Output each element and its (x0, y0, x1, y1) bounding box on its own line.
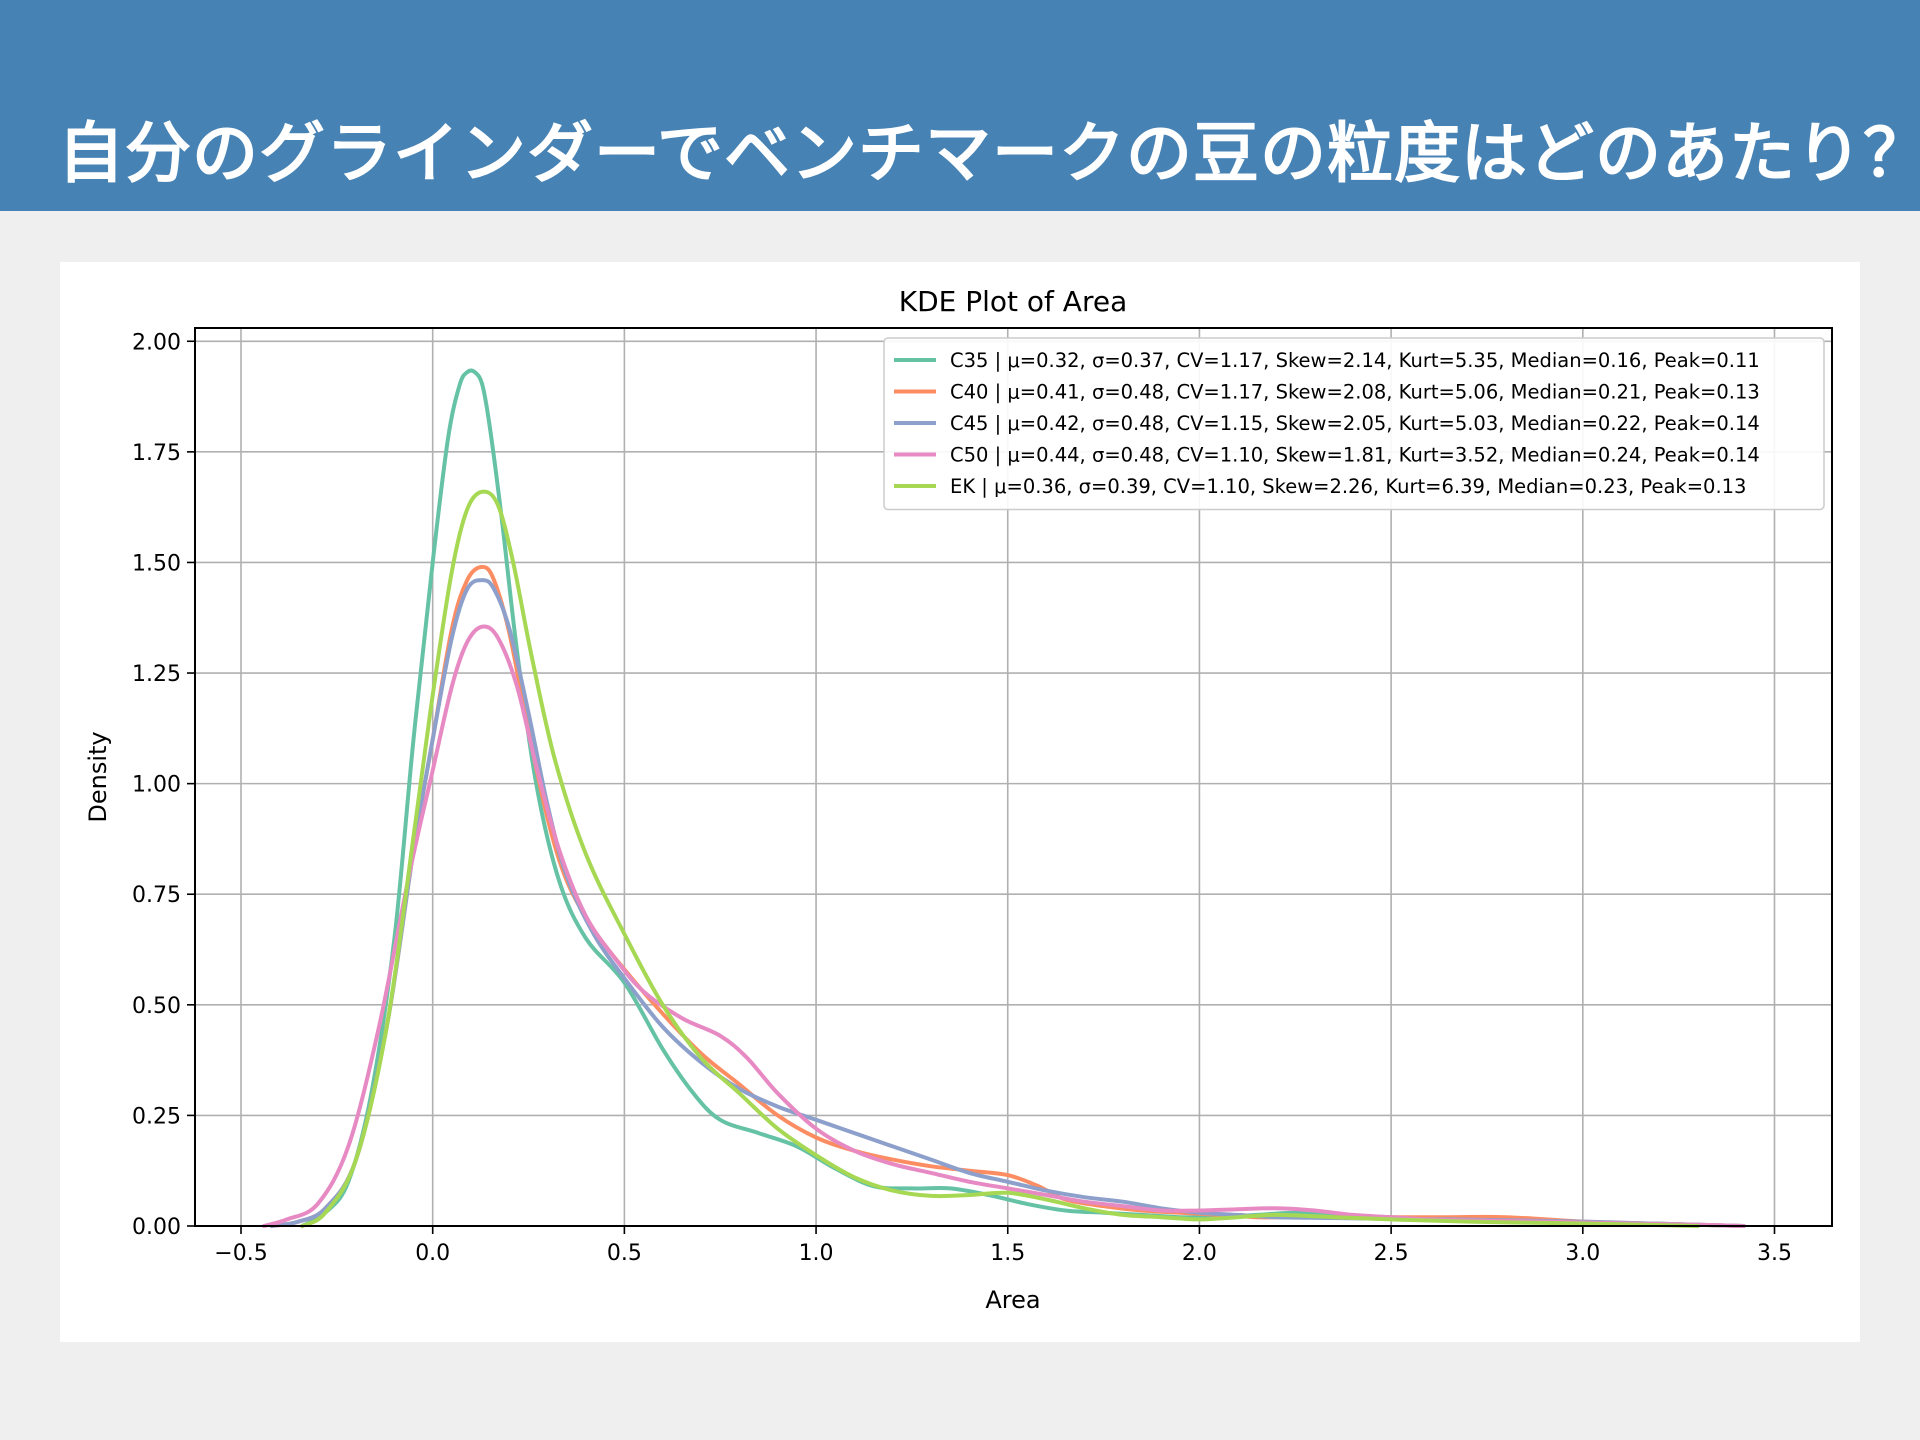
series-lines (262, 368, 1746, 1228)
x-tick-label: 3.5 (1757, 1241, 1792, 1266)
x-axis-label: Area (985, 1286, 1040, 1314)
legend-entry: EK | μ=0.36, σ=0.39, CV=1.10, Skew=2.26,… (950, 475, 1746, 498)
chart-card: −0.5 0.0 0.5 1.0 1.5 2.0 2.5 3.0 3.5 0.00 0.25 0.50… (60, 262, 1860, 1342)
y-tick-label: 1.50 (132, 551, 181, 576)
legend-entry: C35 | μ=0.32, σ=0.37, CV=1.17, Skew=2.14… (950, 349, 1760, 372)
x-tick-label: −0.5 (214, 1241, 267, 1266)
x-tick-label: 0.0 (415, 1241, 450, 1266)
series-line-3 (262, 624, 1746, 1228)
legend-entry: C40 | μ=0.41, σ=0.48, CV=1.17, Skew=2.08… (950, 381, 1760, 404)
slide-header: 自分のグラインダーでベンチマークの豆の粒度はどのあたり？ (0, 0, 1920, 211)
x-tick-label: 0.5 (607, 1241, 642, 1266)
y-tick-label: 0.50 (132, 994, 181, 1019)
slide-title: 自分のグラインダーでベンチマークの豆の粒度はどのあたり？ (58, 115, 1920, 192)
y-tick-label: 2.00 (132, 330, 181, 355)
series-line-4 (300, 489, 1700, 1228)
legend-entry: C50 | μ=0.44, σ=0.48, CV=1.10, Skew=1.81… (950, 444, 1760, 467)
series-line-2 (269, 578, 1746, 1228)
y-tick-label: 1.75 (132, 441, 181, 466)
y-axis-label: Density (84, 731, 112, 822)
kde-chart: −0.5 0.0 0.5 1.0 1.5 2.0 2.5 3.0 3.5 0.00 0.25 0.50… (84, 285, 1833, 1314)
axis-ticks: −0.5 0.0 0.5 1.0 1.5 2.0 2.5 3.0 3.5 0.00 0.25 0.50… (132, 330, 1792, 1266)
x-tick-label: 3.0 (1565, 1241, 1600, 1266)
y-tick-label: 0.25 (132, 1104, 181, 1129)
x-tick-label: 1.5 (990, 1241, 1025, 1266)
x-tick-label: 2.5 (1374, 1241, 1409, 1266)
chart-title: KDE Plot of Area (899, 285, 1128, 318)
legend: C35 | μ=0.32, σ=0.37, CV=1.17, Skew=2.14… (883, 337, 1825, 511)
y-tick-label: 0.00 (132, 1215, 181, 1240)
y-tick-label: 0.75 (132, 883, 181, 908)
x-tick-label: 2.0 (1182, 1241, 1217, 1266)
y-tick-label: 1.00 (132, 773, 181, 798)
legend-box (883, 337, 1825, 511)
legend-entry: C45 | μ=0.42, σ=0.48, CV=1.15, Skew=2.05… (950, 412, 1760, 435)
y-tick-label: 1.25 (132, 662, 181, 687)
x-tick-label: 1.0 (799, 1241, 834, 1266)
plot-frame (194, 327, 1833, 1227)
